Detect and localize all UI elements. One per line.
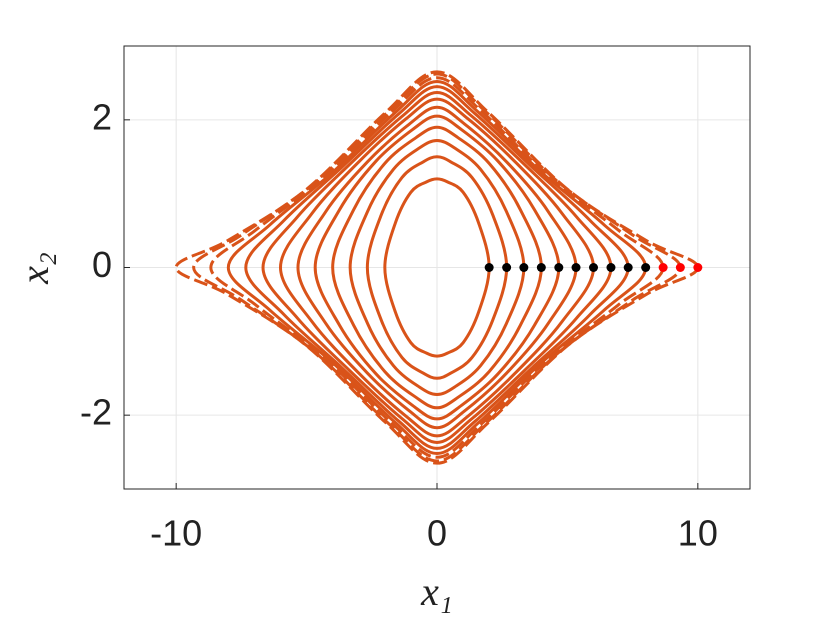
orbit	[383, 177, 491, 358]
initial-point	[623, 263, 633, 272]
orbit	[174, 70, 700, 465]
initial-point	[571, 263, 581, 272]
initial-point	[589, 263, 598, 272]
initial-point	[536, 263, 546, 272]
y-axis-label: x₂	[12, 252, 57, 285]
orbit	[348, 139, 526, 396]
x-tick-label: 10	[678, 513, 718, 554]
orbit	[313, 114, 561, 421]
initial-point	[641, 263, 651, 272]
initial-point	[675, 263, 685, 272]
orbit	[278, 97, 596, 438]
orbit	[365, 155, 509, 380]
y-tick-label: 2	[92, 96, 112, 137]
initial-point	[554, 263, 564, 272]
x-tick-label: -10	[150, 513, 202, 554]
x-tick-label: 0	[427, 513, 447, 554]
initial-point	[658, 263, 668, 272]
orbit	[244, 85, 630, 450]
initial-point	[519, 263, 529, 272]
y-tick-label: 0	[92, 244, 112, 285]
orbit	[331, 125, 543, 410]
marks	[174, 70, 703, 465]
initial-point	[606, 263, 616, 272]
orbit	[296, 105, 578, 430]
initial-point	[502, 263, 512, 272]
orbit	[261, 91, 613, 444]
y-tick-label: -2	[80, 392, 112, 433]
orbit	[209, 76, 665, 459]
initial-point	[484, 263, 494, 272]
orbit	[226, 79, 648, 456]
initial-point	[693, 263, 703, 272]
x-axis-label: x₁	[420, 569, 453, 614]
